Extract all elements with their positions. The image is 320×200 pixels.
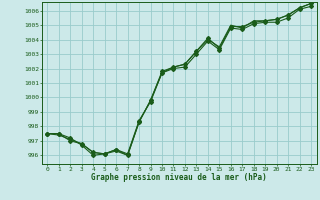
X-axis label: Graphe pression niveau de la mer (hPa): Graphe pression niveau de la mer (hPa) [91, 173, 267, 182]
